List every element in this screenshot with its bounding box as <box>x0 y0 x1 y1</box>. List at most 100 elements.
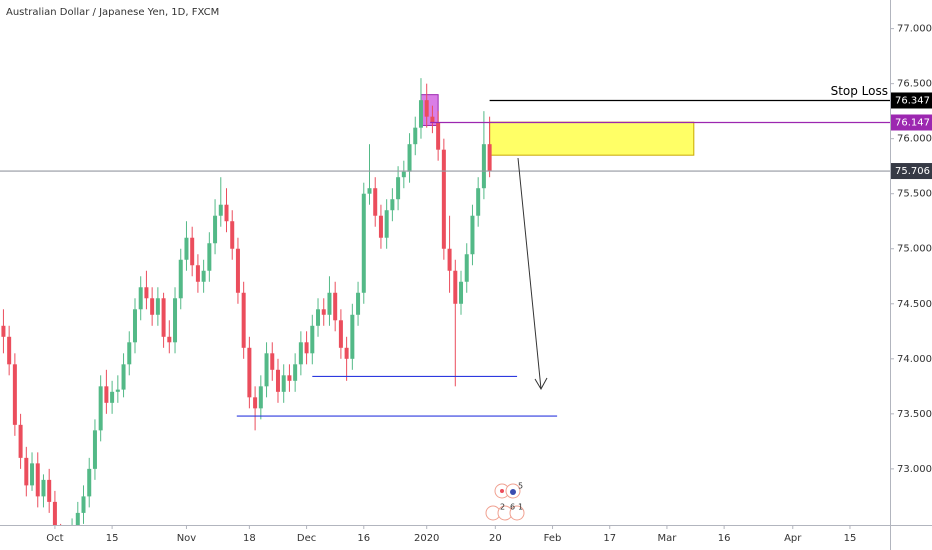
x-tick-label: Nov <box>177 533 197 544</box>
y-tick-label: 77.000 <box>897 24 932 35</box>
candle-body <box>132 309 137 343</box>
candle-body <box>396 177 401 200</box>
candle-body <box>275 369 280 392</box>
event-count: 1 <box>518 503 523 512</box>
candle-body <box>75 512 80 525</box>
candle-body <box>150 298 155 315</box>
candle-body <box>321 309 326 315</box>
candle-body <box>390 199 395 211</box>
x-tick-label: Mar <box>657 533 677 544</box>
candle-body <box>436 122 441 150</box>
candle-body <box>310 325 315 354</box>
candle-body <box>293 364 298 381</box>
candle-body <box>464 254 469 282</box>
candle-body <box>287 375 292 381</box>
candle-body <box>104 386 109 403</box>
candle-body <box>253 397 258 409</box>
x-tick-label: 2020 <box>414 533 439 544</box>
candle-body <box>47 479 52 502</box>
candle-body <box>333 292 338 321</box>
candle-body <box>356 292 361 315</box>
candle-body <box>281 375 286 392</box>
candle-body <box>361 193 366 293</box>
candle-body <box>7 336 12 365</box>
zone <box>420 94 439 126</box>
candle-body <box>201 270 206 282</box>
y-tick-label: 75.000 <box>897 244 932 255</box>
candle-body <box>407 144 412 172</box>
candle-body <box>401 171 406 178</box>
candle-body <box>459 281 464 304</box>
candle-body <box>481 144 486 189</box>
price-label-box <box>891 163 932 180</box>
x-tick-label: 16 <box>718 533 731 544</box>
candle-body <box>373 188 378 216</box>
candle-body <box>155 298 160 315</box>
candle-body <box>270 353 275 370</box>
candle-body <box>52 501 57 525</box>
candle-body <box>92 430 97 469</box>
candle-body <box>184 237 189 260</box>
price-label: 76.147 <box>895 118 930 129</box>
candle-body <box>304 342 309 354</box>
candle-body <box>178 259 183 299</box>
y-tick-label: 76.500 <box>897 79 932 90</box>
event-dot <box>510 489 516 495</box>
candle-body <box>476 188 481 216</box>
x-tick-label: Oct <box>46 533 63 544</box>
candle-body <box>230 221 235 249</box>
candle-body <box>224 204 229 222</box>
candle-body <box>424 100 429 117</box>
candle-body <box>235 248 240 293</box>
y-tick-label: 75.500 <box>897 189 932 200</box>
candle-body <box>167 336 172 343</box>
candle-body <box>327 292 332 315</box>
candle-body <box>121 364 126 390</box>
event-icon <box>509 505 525 521</box>
candle-body <box>12 364 17 425</box>
event-count: 6 <box>510 503 515 512</box>
chart-title: Australian Dollar / Japanese Yen, 1D, FX… <box>6 7 219 18</box>
candle-body <box>218 204 223 216</box>
y-tick-label: 73.500 <box>897 409 932 420</box>
candle-body <box>41 479 46 497</box>
candle-body <box>367 188 372 194</box>
candle-body <box>264 353 269 387</box>
x-tick-label: 20 <box>489 533 502 544</box>
x-tick-label: Apr <box>784 533 802 544</box>
candle-body <box>24 457 29 486</box>
candle-body <box>207 243 212 271</box>
candle-body <box>1 325 6 337</box>
candle-body <box>316 309 321 326</box>
event-icons: 5 2 6 1 <box>485 482 525 521</box>
zone <box>489 121 695 156</box>
candle-body <box>453 270 458 304</box>
candle-body <box>81 496 86 513</box>
candle-body <box>173 298 178 343</box>
candle-body <box>350 314 355 359</box>
event-count: 2 <box>500 503 505 512</box>
candle-body <box>338 320 343 348</box>
candle-body <box>138 287 143 310</box>
price-label-box <box>891 114 932 131</box>
candle-body <box>195 265 200 282</box>
price-label: 76.347 <box>895 95 930 106</box>
x-tick-label: 15 <box>106 533 119 544</box>
candle-body <box>430 116 435 123</box>
candle-body <box>487 144 492 172</box>
x-tick-label: Feb <box>544 533 562 544</box>
candle-body <box>190 237 195 266</box>
candle-body <box>298 342 303 365</box>
candle-body <box>127 342 132 365</box>
candle-body <box>144 287 149 299</box>
candle-body <box>384 210 389 238</box>
stop-loss-label: Stop Loss <box>831 84 888 98</box>
candle-body <box>110 391 115 403</box>
x-tick-label: 18 <box>243 533 256 544</box>
y-tick-label: 73.000 <box>897 464 932 475</box>
candle-body <box>241 292 246 348</box>
candle-body <box>30 463 35 486</box>
x-tick-label: 15 <box>844 533 857 544</box>
plot-area <box>0 78 890 525</box>
candle-body <box>258 386 263 409</box>
